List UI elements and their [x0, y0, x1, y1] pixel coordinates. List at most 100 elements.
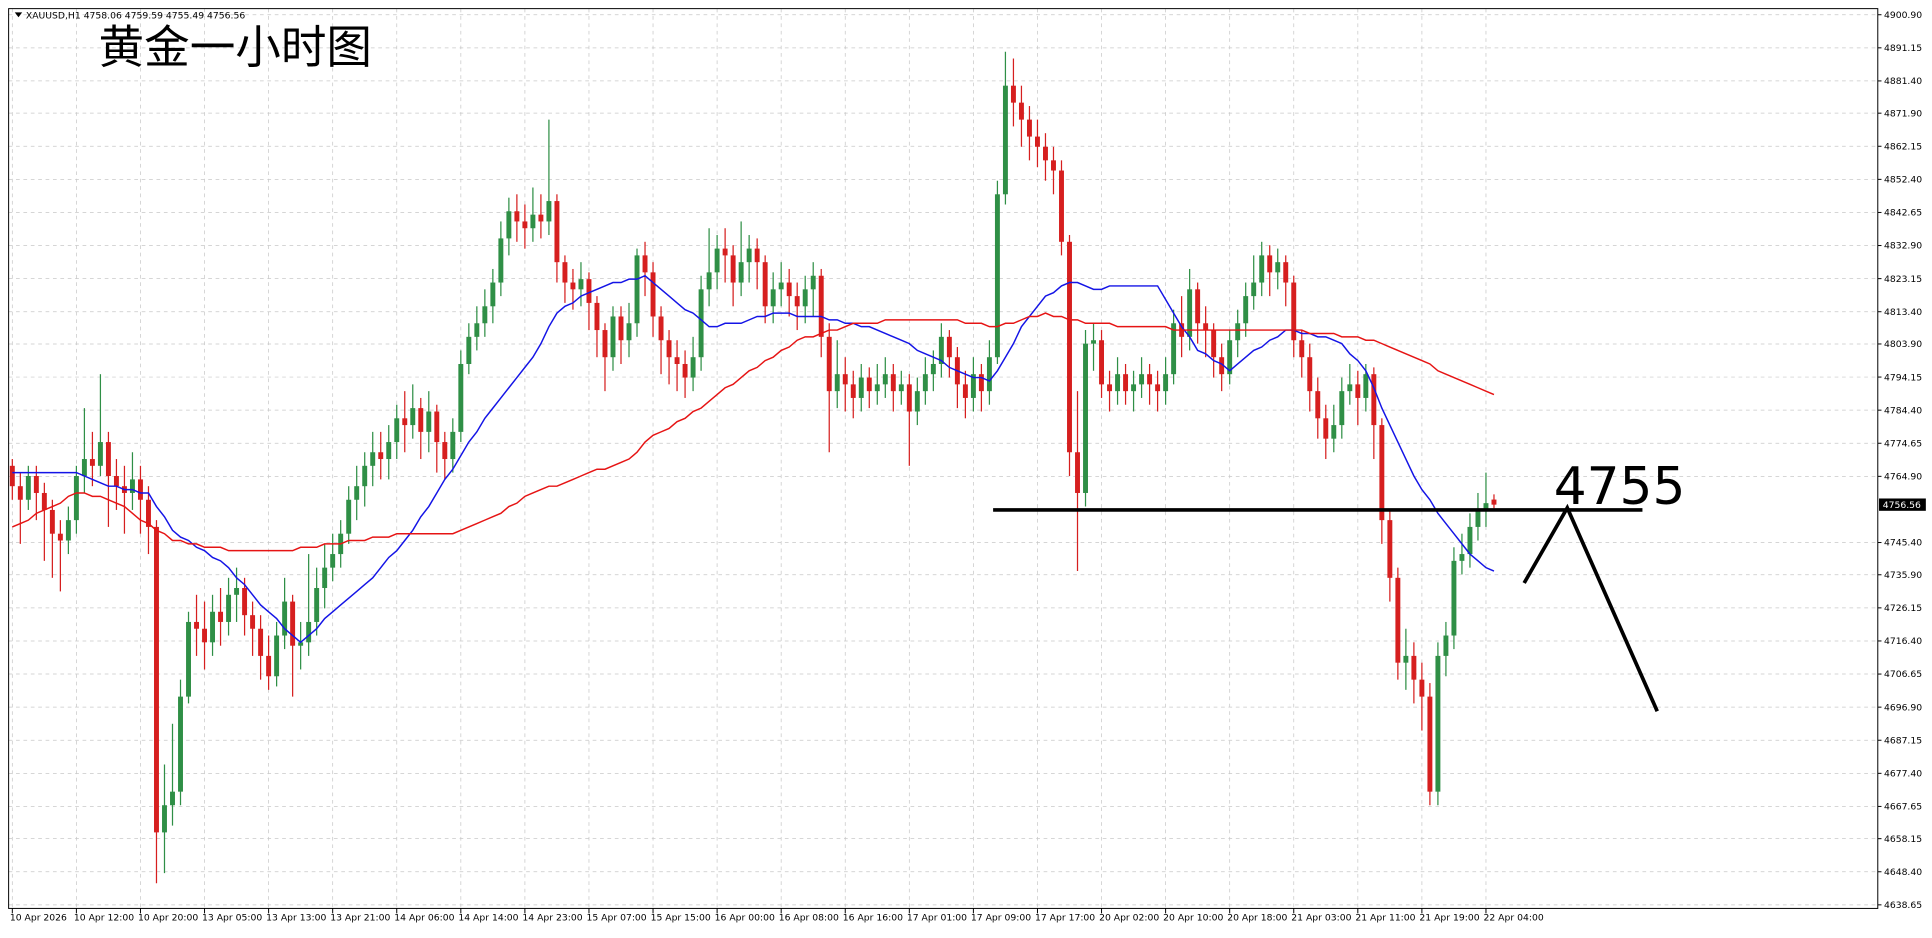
candle-body [1291, 282, 1297, 341]
y-tick-label: 4832.90 [1884, 241, 1922, 252]
candle-body [1267, 255, 1273, 273]
candle-body [890, 374, 896, 392]
candle-body [89, 459, 95, 466]
candle-body [1259, 255, 1265, 283]
candle-body [674, 357, 680, 364]
candle-body [842, 374, 848, 385]
candle-body [602, 330, 608, 358]
candle-body [754, 248, 760, 263]
y-tick-label: 4871.90 [1884, 108, 1922, 119]
x-tick-label: 20 Apr 02:00 [1099, 913, 1159, 924]
x-tick-label: 17 Apr 09:00 [971, 913, 1031, 924]
y-tick-label: 4852.40 [1884, 175, 1922, 186]
candle-body [226, 594, 232, 622]
candle-body [978, 374, 984, 392]
candle-body [266, 655, 272, 677]
candle-body [1203, 323, 1209, 331]
candle-body [690, 357, 696, 378]
candle-body [394, 418, 400, 443]
candle-body [698, 289, 704, 358]
candle-body [105, 442, 111, 477]
candle-body [778, 282, 784, 290]
x-tick-label: 16 Apr 00:00 [715, 913, 775, 924]
candle-body [810, 275, 816, 290]
candle-body [554, 201, 560, 263]
candle-body [802, 289, 808, 307]
candle-body [1283, 262, 1289, 283]
candle-body [794, 296, 800, 307]
y-tick-label: 4716.40 [1884, 636, 1922, 647]
candle-body [994, 194, 1000, 358]
candle-body [650, 272, 656, 317]
candle-body [1211, 330, 1217, 358]
chart-title: 黄金一小时图 [99, 21, 372, 74]
candle-body [930, 363, 936, 375]
candle-body [498, 238, 504, 283]
candle-body [274, 635, 280, 677]
y-tick-label: 4823.15 [1884, 274, 1922, 285]
candle-body [49, 509, 55, 534]
candle-body [1099, 340, 1104, 385]
candle-body [210, 611, 216, 643]
candle-body [178, 696, 183, 792]
candle-body [666, 340, 672, 358]
marks-layer [9, 51, 1497, 884]
y-tick-label: 4648.40 [1884, 867, 1922, 878]
candle-body [1275, 262, 1281, 273]
candle-body [1155, 384, 1161, 392]
header-open: 4758.06 [84, 10, 122, 21]
x-tick-label: 17 Apr 17:00 [1035, 913, 1095, 924]
candle-body [610, 316, 616, 358]
y-tick-label: 4794.15 [1884, 372, 1922, 383]
candle-body [1035, 136, 1040, 147]
candle-body [1483, 503, 1489, 510]
candle-body [9, 465, 15, 487]
candle-body [1187, 289, 1193, 337]
x-tick-label: 15 Apr 15:00 [651, 913, 711, 924]
candle-body [1002, 85, 1008, 195]
candle-body [1067, 241, 1072, 453]
candle-body [1043, 146, 1048, 161]
candle-body [1251, 282, 1257, 297]
candle-body [1107, 384, 1113, 392]
candle-body [194, 621, 199, 629]
header-high: 4759.59 [125, 10, 163, 21]
candle-body [1243, 296, 1249, 324]
symbol: XAUUSD,H1 [26, 10, 81, 21]
y-tick-label: 4764.90 [1884, 472, 1922, 483]
candle-body [1475, 509, 1481, 527]
x-tick-label: 10 Apr 2026 [10, 913, 67, 924]
candle-body [770, 289, 776, 307]
candle-body [450, 431, 456, 460]
candle-body [1363, 374, 1369, 398]
candle-body [1331, 425, 1337, 439]
x-tick-label: 21 Apr 11:00 [1355, 913, 1415, 924]
candle-body [626, 323, 632, 341]
candle-body [129, 479, 135, 493]
candle-body [386, 442, 392, 460]
x-tick-label: 20 Apr 18:00 [1227, 913, 1287, 924]
chart-header: XAUUSD,H1 4758.06 4759.59 4755.49 4756.5… [26, 10, 245, 21]
candle-body [378, 452, 384, 460]
candle-body [186, 621, 191, 697]
candle-body [1491, 499, 1497, 505]
candle-body [458, 363, 464, 432]
candle-body [1347, 384, 1353, 392]
moving-average-line [12, 312, 1495, 552]
candle-body [874, 384, 880, 392]
candle-body [1235, 323, 1241, 341]
candle-body [474, 323, 480, 337]
candle-body [682, 363, 688, 378]
candle-body [986, 357, 992, 392]
candle-body [1443, 635, 1449, 656]
y-tick-label: 4881.40 [1884, 76, 1922, 87]
candle-body [642, 255, 648, 273]
candle-body [834, 374, 840, 392]
level-label: 4755 [1554, 457, 1686, 517]
candle-body [898, 384, 904, 392]
candle-body [514, 211, 520, 222]
candle-body [234, 588, 240, 595]
candle-body [1219, 357, 1225, 375]
candle-body [97, 442, 103, 466]
candle-body [170, 791, 175, 806]
